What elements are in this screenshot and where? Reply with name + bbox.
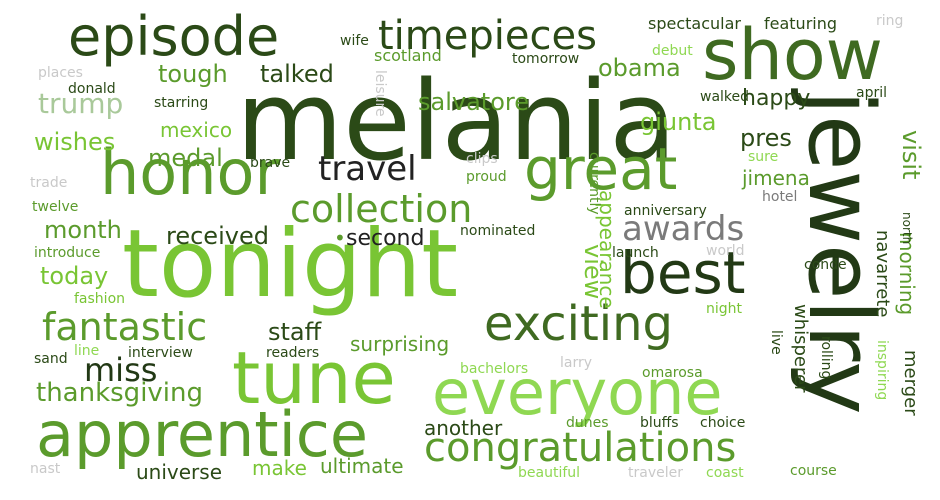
word-second: second [346, 226, 425, 251]
word-bluffs: bluffs [640, 415, 679, 431]
word-universe: universe [136, 460, 222, 484]
word-thanksgiving: thanksgiving [36, 378, 204, 408]
word-trump: trump [38, 87, 124, 120]
word-launch: launch [612, 245, 659, 261]
word-wife: wife [340, 33, 369, 49]
word-congratulations: congratulations [424, 425, 737, 471]
word-apprentice: apprentice [36, 398, 369, 471]
word-april: april [856, 85, 888, 101]
word-ring: ring [876, 13, 904, 29]
word-featuring: featuring [764, 14, 838, 33]
word-morning: morning [895, 232, 919, 316]
word-bachelors: bachelors [460, 361, 529, 377]
word-merger: merger [900, 350, 921, 416]
word-twelve: twelve [32, 199, 79, 215]
word-travel: travel [318, 149, 417, 189]
word-miss: miss [84, 351, 158, 389]
word-timepieces: timepieces [378, 13, 597, 59]
word-tonight: tonight [122, 210, 459, 319]
word-donald: donald [68, 81, 116, 97]
word-scotland: scotland [374, 46, 442, 65]
word-starring: starring [154, 95, 209, 111]
word-spectacular: spectacular [648, 14, 741, 33]
word-tomorrow: tomorrow [512, 51, 580, 67]
word-episode: episode [68, 5, 280, 68]
word-nast: nast [30, 461, 61, 477]
word-readers: readers [266, 345, 320, 361]
word-larry: larry [560, 355, 593, 371]
word-choice: choice [700, 415, 746, 431]
word-brave: brave [250, 155, 291, 171]
word-live: live [768, 330, 784, 355]
word-proud: proud [466, 169, 507, 185]
word-conde: conde [804, 257, 847, 273]
word-nominated: nominated [460, 223, 536, 239]
word-coast: coast [706, 465, 744, 481]
word-another: another [424, 416, 503, 440]
word-introduce: introduce [34, 245, 101, 261]
word-interview: interview [128, 345, 193, 361]
word-today: today [40, 262, 109, 290]
word-visit: visit [897, 130, 925, 180]
word-exciting: exciting [484, 296, 674, 352]
word-wishes: wishes [34, 128, 116, 156]
word-collection: collection [290, 187, 473, 231]
word-received: received [166, 222, 269, 250]
word-beautiful: beautiful [518, 465, 581, 481]
word-awards: awards [622, 209, 745, 249]
word-night: night [706, 301, 743, 317]
word-medal: medal [148, 144, 223, 172]
word-staff: staff [268, 318, 322, 346]
word-show: show [702, 14, 883, 96]
word-course: course [790, 463, 837, 479]
word-fantastic: fantastic [42, 305, 208, 349]
word-traveler: traveler [628, 465, 683, 481]
word-north: north [900, 212, 914, 245]
word-ultimate: ultimate [320, 454, 404, 478]
word-currently: currently [586, 152, 602, 215]
word-rolling: rolling [818, 336, 834, 380]
word-dunes: dunes [566, 415, 609, 431]
word-best: best [620, 239, 746, 307]
word-great: great [524, 135, 678, 203]
word-happy: happy [742, 86, 811, 111]
word-obama: obama [598, 54, 681, 82]
word-mexico: mexico [160, 118, 233, 142]
word-line: line [74, 343, 100, 359]
word-clips: clips [466, 151, 498, 167]
word-month: month [44, 216, 122, 244]
word-salvatore: salvatore [418, 88, 529, 116]
word-jimena: jimena [742, 166, 810, 190]
word-trade: trade [30, 175, 68, 191]
word-dot: • [334, 226, 346, 250]
word-surprising: surprising [350, 332, 450, 356]
word-melania: melania [236, 57, 677, 185]
word-tough: tough [158, 60, 228, 88]
word-debut: debut [652, 43, 693, 59]
word-pres: pres [740, 124, 792, 152]
word-navarrete: navarrete [872, 230, 893, 318]
word-sand: sand [34, 351, 68, 367]
word-inspiring: inspiring [874, 340, 890, 401]
word-hotel: hotel [762, 189, 798, 205]
word-tune: tune [232, 336, 396, 420]
word-anniversary: anniversary [624, 203, 707, 219]
word-walked: walked [700, 89, 750, 105]
word-world: world [706, 243, 745, 259]
word-giunta: giunta [640, 108, 717, 136]
word-everyone: everyone [432, 356, 723, 429]
word-fashion: fashion [74, 291, 126, 307]
word-make: make [252, 456, 307, 480]
word-sure: sure [748, 149, 779, 165]
word-honor: honor [100, 136, 280, 209]
word-places: places [38, 65, 83, 81]
word-whisperer: whisperer [790, 304, 811, 393]
word-omarosa: omarosa [642, 365, 703, 381]
word-leisure: leisure [372, 70, 388, 117]
word-talked: talked [260, 60, 334, 88]
